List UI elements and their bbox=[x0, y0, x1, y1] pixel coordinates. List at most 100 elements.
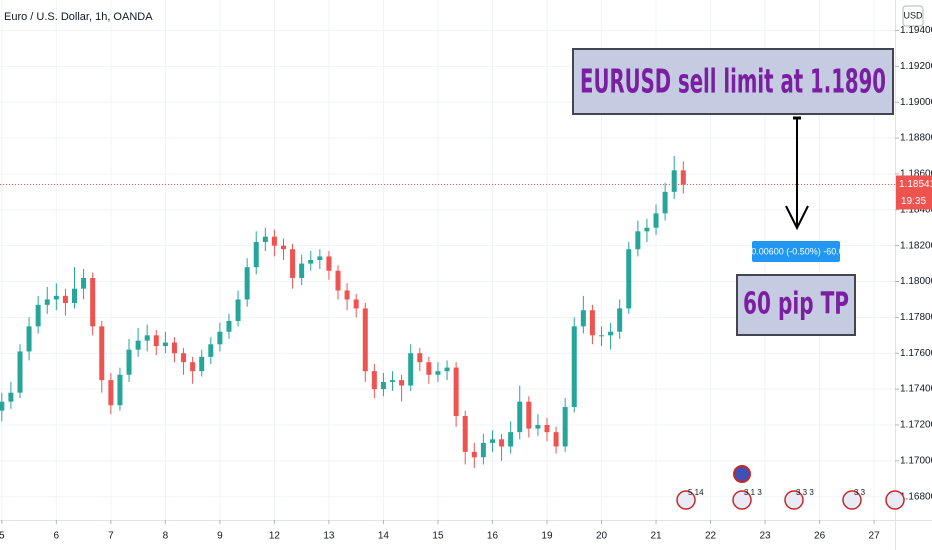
x-tick-label: 7 bbox=[108, 531, 114, 542]
candle-body bbox=[144, 335, 150, 341]
countdown-label: 19:35 bbox=[901, 196, 926, 207]
last-price-box bbox=[896, 175, 932, 194]
callout-box bbox=[572, 48, 894, 115]
candle-body bbox=[471, 451, 477, 458]
candle-body bbox=[153, 335, 159, 347]
candle-body bbox=[271, 236, 277, 246]
y-tick-label: 1.18600 bbox=[900, 169, 932, 180]
y-tick-label: 1.17000 bbox=[900, 455, 932, 466]
candle-body bbox=[244, 267, 250, 300]
x-tick-label: 23 bbox=[760, 531, 772, 542]
candle-body bbox=[453, 367, 459, 416]
x-tick-label: 15 bbox=[432, 531, 444, 542]
event-count: 5 14 bbox=[688, 488, 704, 497]
y-tick-label: 1.19000 bbox=[900, 97, 932, 108]
event-count: 3 1 3 bbox=[744, 488, 762, 497]
candle-body bbox=[299, 263, 305, 278]
y-tick-label: 1.18400 bbox=[900, 204, 932, 215]
candle-body bbox=[380, 381, 386, 390]
x-tick-label: 21 bbox=[650, 531, 662, 542]
callout-text: EURUSD sell limit at 1.1890 bbox=[580, 62, 886, 101]
y-tick-label: 1.19200 bbox=[900, 61, 932, 72]
candle-body bbox=[190, 362, 196, 372]
y-tick-label: 1.17600 bbox=[900, 348, 932, 359]
y-tick-label: 1.18800 bbox=[900, 133, 932, 144]
event-count: 3 3 3 bbox=[796, 488, 814, 497]
candle-body bbox=[544, 424, 550, 433]
candle-body bbox=[435, 371, 441, 375]
event-icon bbox=[842, 490, 862, 510]
candle-body bbox=[353, 299, 359, 309]
x-tick-label: 13 bbox=[323, 531, 335, 542]
x-tick-label: 6 bbox=[54, 531, 60, 542]
candle-body bbox=[8, 392, 14, 402]
candle-body bbox=[335, 270, 341, 291]
candle-body bbox=[371, 371, 377, 390]
measure-text: -0.00600 (-0.50%) -60.0 bbox=[748, 246, 844, 256]
candle-body bbox=[262, 236, 268, 243]
candle-body bbox=[308, 260, 314, 264]
candle-body bbox=[81, 277, 87, 289]
candle-body bbox=[462, 416, 468, 452]
y-tick-label: 1.17400 bbox=[900, 384, 932, 395]
tp-box bbox=[736, 274, 856, 336]
candle-body bbox=[280, 245, 286, 250]
candle-body bbox=[635, 231, 641, 250]
symbol-title: Euro / U.S. Dollar, 1h, OANDA bbox=[4, 11, 153, 23]
candle-body bbox=[526, 401, 532, 429]
candle-body bbox=[135, 340, 141, 350]
candle-body bbox=[126, 349, 132, 375]
candle-body bbox=[171, 342, 177, 354]
candle-body bbox=[662, 191, 668, 214]
x-tick-label: 5 bbox=[0, 531, 5, 542]
candle-body bbox=[199, 356, 205, 372]
candle-body bbox=[580, 310, 586, 327]
candle-body bbox=[553, 432, 559, 447]
candle-body bbox=[117, 374, 123, 406]
x-tick-label: 19 bbox=[541, 531, 553, 542]
candle-body bbox=[62, 295, 68, 304]
y-tick-label: 1.17200 bbox=[900, 420, 932, 431]
event-count: 3 3 bbox=[854, 488, 866, 497]
candle-body bbox=[181, 353, 187, 363]
x-tick-label: 8 bbox=[163, 531, 169, 542]
candle-body bbox=[326, 256, 332, 271]
candle-body bbox=[390, 380, 396, 382]
candle-body bbox=[671, 170, 677, 192]
candle-body bbox=[0, 401, 5, 411]
x-tick-label: 9 bbox=[217, 531, 223, 542]
candle-body bbox=[253, 242, 259, 268]
candle-body bbox=[417, 353, 423, 363]
candle-body bbox=[444, 367, 450, 372]
candle-body bbox=[480, 442, 486, 458]
candle-body bbox=[399, 380, 405, 386]
x-tick-label: 16 bbox=[487, 531, 499, 542]
candle-body bbox=[517, 401, 523, 433]
candle-body bbox=[208, 344, 214, 357]
candle-body bbox=[72, 288, 78, 304]
candle-body bbox=[626, 249, 632, 309]
candle-body bbox=[344, 290, 350, 300]
candle-body bbox=[408, 353, 414, 386]
candle-body bbox=[162, 342, 168, 347]
y-tick-label: 1.19400 bbox=[900, 25, 932, 36]
last-price-label: 1.18541 bbox=[899, 179, 932, 190]
candle-body bbox=[608, 331, 614, 336]
candle-body bbox=[99, 326, 105, 381]
y-tick-label: 1.18000 bbox=[900, 276, 932, 287]
y-tick-label: 1.18200 bbox=[900, 240, 932, 251]
x-tick-label: 22 bbox=[705, 531, 717, 542]
candle-body bbox=[317, 256, 323, 260]
candle-body bbox=[217, 331, 223, 345]
measure-box bbox=[752, 241, 840, 262]
y-tick-label: 1.17800 bbox=[900, 312, 932, 323]
candle-body bbox=[90, 277, 96, 327]
currency-button[interactable] bbox=[902, 5, 924, 27]
event-icon bbox=[784, 490, 804, 510]
candle-body bbox=[26, 326, 32, 352]
candle-body bbox=[653, 213, 659, 228]
currency-label[interactable]: USD bbox=[903, 10, 923, 20]
x-tick-label: 20 bbox=[596, 531, 608, 542]
